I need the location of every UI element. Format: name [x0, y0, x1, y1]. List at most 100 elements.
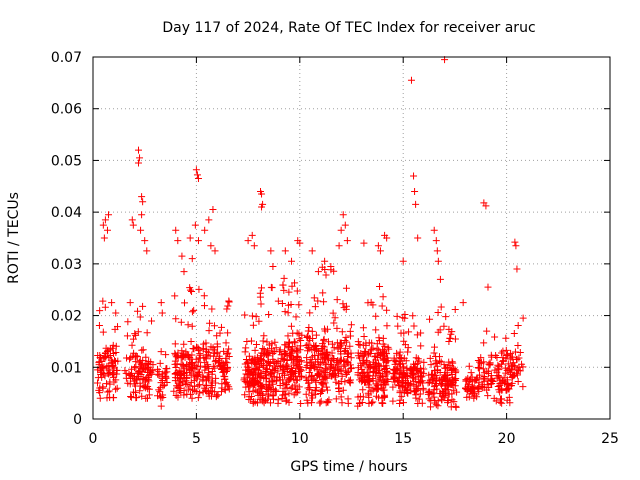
data-point — [515, 354, 523, 362]
data-point — [332, 395, 340, 403]
data-point — [186, 355, 194, 363]
data-point — [283, 396, 291, 404]
data-point — [519, 314, 527, 322]
data-point — [143, 247, 151, 255]
data-point — [324, 398, 332, 406]
data-point — [420, 358, 428, 366]
data-point — [203, 377, 211, 385]
data-point — [508, 366, 516, 374]
data-point — [332, 378, 340, 386]
data-point — [96, 351, 104, 359]
data-point — [207, 343, 215, 351]
data-point — [269, 262, 277, 270]
data-point — [409, 360, 417, 368]
data-point — [323, 348, 331, 356]
data-point — [103, 348, 111, 356]
data-point — [496, 388, 504, 396]
data-point — [384, 343, 392, 351]
data-point — [428, 371, 436, 379]
data-point — [347, 354, 355, 362]
data-point — [195, 368, 203, 376]
data-point — [285, 389, 293, 397]
data-point — [180, 268, 188, 276]
data-point — [193, 375, 201, 383]
data-point — [408, 366, 416, 374]
data-point — [311, 352, 319, 360]
data-point — [247, 392, 255, 400]
data-point — [171, 340, 179, 348]
data-point — [511, 238, 519, 246]
data-point — [292, 313, 300, 321]
data-point — [367, 346, 375, 354]
data-point — [122, 374, 130, 382]
data-point — [477, 358, 485, 366]
data-point — [99, 297, 107, 305]
data-point — [303, 354, 311, 362]
data-point — [376, 283, 384, 291]
data-point — [265, 311, 273, 319]
data-point — [314, 371, 322, 379]
data-point — [279, 380, 287, 388]
data-point — [338, 328, 346, 336]
data-point — [465, 393, 473, 401]
data-point — [103, 226, 111, 234]
data-point — [443, 371, 451, 379]
data-point — [337, 393, 345, 401]
data-point — [140, 383, 148, 391]
data-point — [195, 285, 203, 293]
data-point — [132, 363, 140, 371]
data-point — [103, 362, 111, 370]
data-point — [144, 364, 152, 372]
data-point — [444, 376, 452, 384]
data-point — [259, 337, 267, 345]
data-point — [156, 359, 164, 367]
data-point — [100, 234, 108, 242]
data-point — [462, 377, 470, 385]
data-point — [96, 307, 104, 315]
x-tick-label: 20 — [498, 431, 516, 447]
data-point — [248, 376, 256, 384]
data-point — [96, 394, 104, 402]
data-point — [141, 375, 149, 383]
data-point — [462, 384, 470, 392]
data-point — [215, 352, 223, 360]
data-point — [504, 385, 512, 393]
data-point — [251, 346, 259, 354]
data-point — [354, 371, 362, 379]
data-point — [259, 390, 267, 398]
data-point — [360, 239, 368, 247]
data-point — [396, 396, 404, 404]
data-point — [181, 299, 189, 307]
data-point — [484, 283, 492, 291]
data-point — [263, 366, 271, 374]
data-point — [342, 370, 350, 378]
data-point — [430, 343, 438, 351]
data-point — [284, 332, 292, 340]
data-point — [335, 242, 343, 250]
data-point — [200, 302, 208, 310]
data-point — [327, 262, 335, 270]
data-point — [444, 381, 452, 389]
data-point — [389, 383, 397, 391]
x-tick-label: 25 — [601, 431, 619, 447]
data-point — [390, 366, 398, 374]
data-point — [131, 380, 139, 388]
data-point — [483, 327, 491, 335]
data-point — [316, 399, 324, 407]
data-point — [375, 337, 383, 345]
data-point — [267, 247, 275, 255]
data-point — [513, 265, 521, 273]
axis-ticks — [92, 56, 611, 420]
data-point — [411, 187, 419, 195]
data-point — [356, 376, 364, 384]
data-point — [415, 395, 423, 403]
data-point — [276, 346, 284, 354]
data-point — [447, 380, 455, 388]
data-point — [493, 354, 501, 362]
data-point — [314, 268, 322, 276]
data-point — [436, 357, 444, 365]
data-point — [444, 363, 452, 371]
data-point — [225, 383, 233, 391]
data-point — [292, 347, 300, 355]
data-point — [254, 371, 262, 379]
